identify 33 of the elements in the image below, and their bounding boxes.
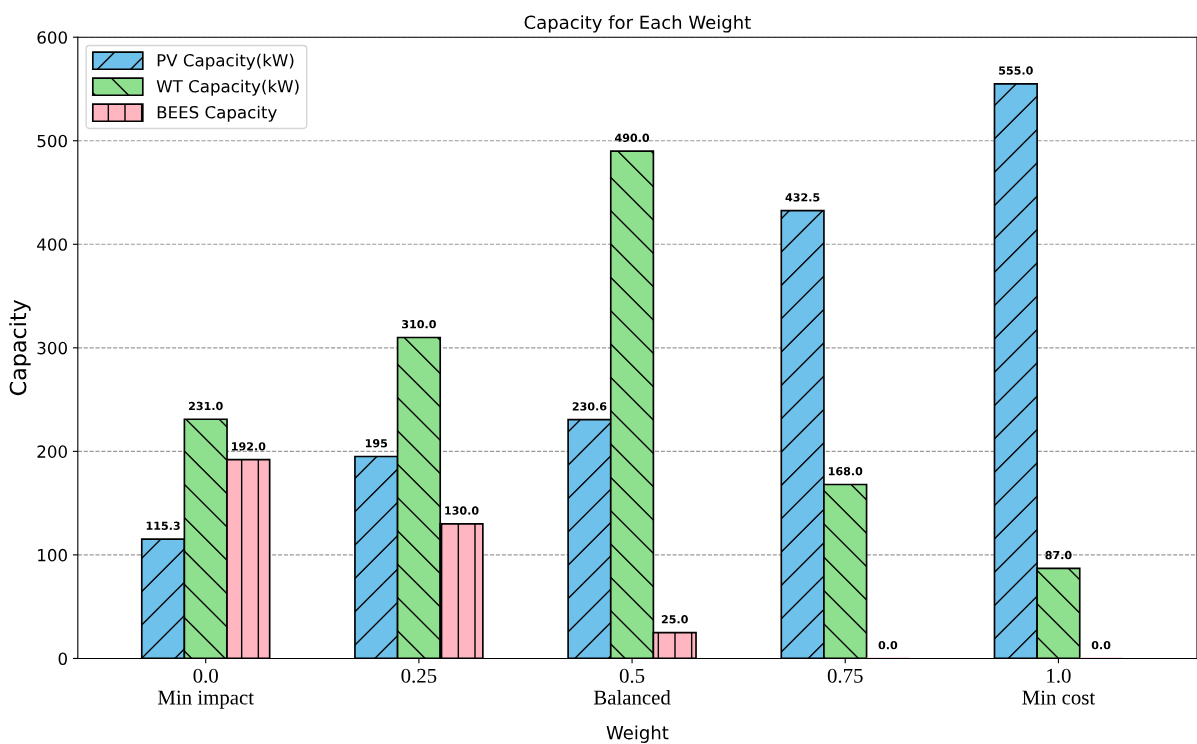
x-tick-label: 0.25 <box>401 668 437 683</box>
data-label: 490.0 <box>615 133 650 142</box>
data-label: 168.0 <box>828 466 863 476</box>
data-label: 87.0 <box>1045 550 1072 560</box>
data-label: 195 <box>365 439 388 448</box>
data-label: 432.5 <box>785 193 820 202</box>
data-label: 25.0 <box>661 615 688 624</box>
y-tick-label: 0 <box>58 652 67 666</box>
y-tick-label: 400 <box>37 238 67 251</box>
x-tick-label: 1.0 Min cost <box>1022 668 1096 705</box>
legend-label: PV Capacity(kW) <box>157 53 294 70</box>
data-label: 310.0 <box>402 319 436 329</box>
y-tick-label: 300 <box>37 341 67 355</box>
y-axis-title: Capacity <box>9 299 31 396</box>
y-tick-label: 200 <box>37 445 67 458</box>
x-tick-label: 0.0 Min impact <box>158 668 254 709</box>
y-tick-label: 600 <box>37 31 67 44</box>
data-label: 230.6 <box>572 402 607 411</box>
legend-label: BEES Capacity <box>157 105 277 122</box>
y-tick-label: 500 <box>37 134 67 148</box>
data-label: 231.0 <box>189 401 223 411</box>
data-label: 115.3 <box>146 521 180 530</box>
x-tick-label: 0.75 <box>827 668 863 683</box>
data-label: 192.0 <box>232 442 266 451</box>
data-label: 0.0 <box>1091 640 1111 650</box>
data-label: 0.0 <box>878 640 898 650</box>
y-tick-label: 100 <box>38 548 67 562</box>
x-tick-label: 0.5 Balanced <box>593 668 671 705</box>
data-label: 130.0 <box>445 506 479 515</box>
x-axis-title: Weight <box>606 725 669 743</box>
data-label: 555.0 <box>999 66 1033 75</box>
legend-label: WT Capacity(kW) <box>156 79 299 96</box>
chart-title: Capacity for Each Weight <box>524 15 751 33</box>
